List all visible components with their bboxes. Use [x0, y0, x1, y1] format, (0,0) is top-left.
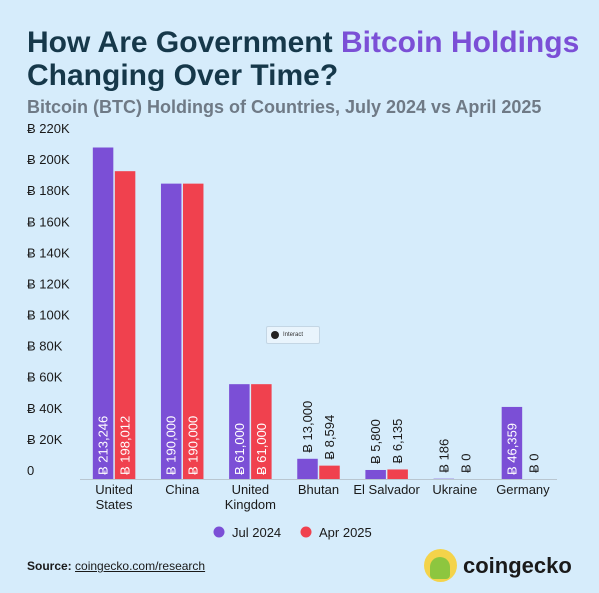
y-tick-label: Ƀ 20K: [27, 432, 63, 447]
bar: [182, 183, 204, 480]
chart-subtitle: Bitcoin (BTC) Holdings of Countries, Jul…: [27, 97, 542, 117]
source-label: Source:: [27, 559, 72, 573]
bar: [251, 384, 272, 479]
source-line: Source: coingecko.com/research: [27, 559, 205, 573]
data-label: Ƀ 213,246: [96, 416, 111, 475]
bar: [160, 183, 182, 480]
x-tick-label: States: [96, 497, 133, 512]
coingecko-logo: coingecko: [424, 549, 572, 582]
y-tick-label: Ƀ 100K: [27, 308, 70, 323]
x-tick-label: United: [95, 482, 133, 497]
bar: [387, 469, 408, 479]
data-label: Ƀ 186: [436, 439, 451, 473]
title-text-1: How Are Government: [27, 26, 341, 59]
gecko-icon: [424, 549, 457, 582]
data-label: Ƀ 61,000: [232, 423, 247, 475]
bar: [365, 469, 386, 479]
interact-button[interactable]: Interact: [266, 326, 320, 344]
data-label: Ƀ 46,359: [504, 423, 519, 475]
data-label: Ƀ 5,800: [368, 419, 383, 464]
title-accent: Bitcoin Holdings: [340, 26, 580, 59]
x-tick-label: China: [165, 482, 200, 497]
bar: [501, 406, 523, 479]
data-label: Ƀ 198,012: [118, 416, 133, 475]
data-label: Ƀ 190,000: [186, 416, 201, 475]
hand-pointer-icon: [271, 331, 279, 339]
x-tick-label: Bhutan: [298, 482, 339, 497]
legend-label: Jul 2024: [232, 525, 281, 540]
bar: [297, 458, 318, 479]
y-tick-label: Ƀ 180K: [27, 183, 70, 198]
bar: [114, 171, 136, 480]
y-tick-label: Ƀ 60K: [27, 370, 63, 385]
x-tick-label: United: [232, 482, 270, 497]
data-label: Ƀ 190,000: [164, 416, 179, 475]
legend-label: Apr 2025: [319, 525, 372, 540]
y-tick-label: Ƀ 140K: [27, 245, 70, 260]
y-tick-label: Ƀ 120K: [27, 276, 70, 291]
interact-label: Interact: [283, 332, 304, 338]
x-tick-label: Kingdom: [225, 497, 276, 512]
y-tick-label: 0: [27, 463, 34, 478]
data-label: Ƀ 61,000: [254, 423, 269, 475]
y-tick-label: Ƀ 160K: [27, 214, 70, 229]
bar: [92, 147, 114, 480]
bar: [319, 465, 340, 479]
y-tick-label: Ƀ 40K: [27, 401, 63, 416]
data-label: Ƀ 6,135: [390, 419, 405, 464]
data-label: Ƀ 13,000: [300, 401, 315, 453]
chart-title: How Are Government Bitcoin Holdings Chan…: [27, 26, 587, 92]
logo-text: coingecko: [463, 552, 572, 578]
data-label: Ƀ 0: [458, 453, 473, 473]
bar: [229, 384, 250, 479]
x-tick-label: Ukraine: [432, 482, 477, 497]
legend-marker: [213, 526, 225, 538]
y-tick-label: Ƀ 80K: [27, 339, 63, 354]
x-tick-label: El Salvador: [353, 482, 420, 497]
y-tick-label: Ƀ 200K: [27, 152, 70, 167]
title-text-2: Changing Over Time?: [27, 59, 339, 92]
source-link[interactable]: coingecko.com/research: [75, 559, 206, 573]
legend-marker: [300, 526, 312, 538]
data-label: Ƀ 8,594: [322, 415, 337, 460]
y-tick-label: Ƀ 220K: [27, 121, 70, 136]
x-tick-label: Germany: [496, 482, 550, 497]
data-label: Ƀ 0: [526, 453, 541, 473]
